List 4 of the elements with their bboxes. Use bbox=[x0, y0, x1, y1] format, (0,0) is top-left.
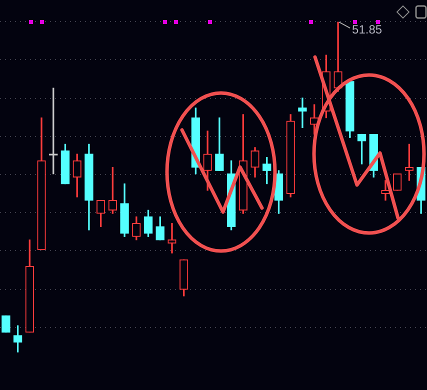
candlestick bbox=[298, 98, 307, 128]
annotation: 51.85 bbox=[352, 22, 382, 36]
candlestick bbox=[168, 223, 176, 254]
candlestick bbox=[381, 180, 390, 201]
